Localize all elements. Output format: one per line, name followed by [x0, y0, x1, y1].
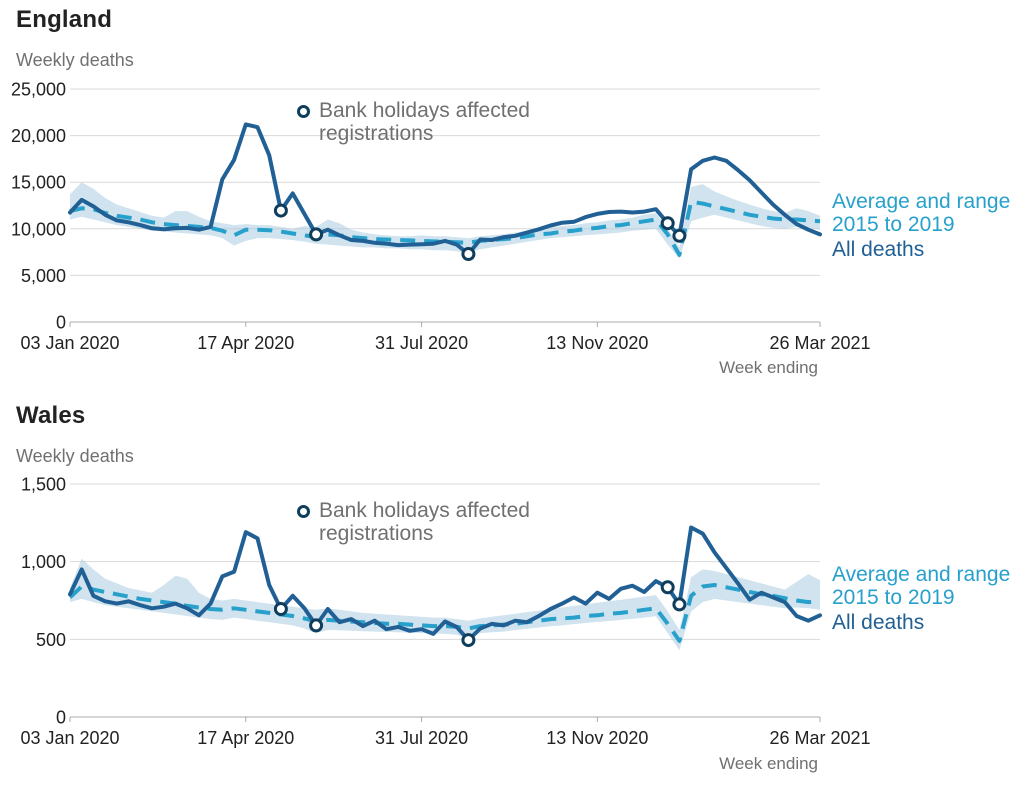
range-band: [70, 558, 820, 651]
bank-holiday-annotation-text: Bank holidays affected registrations: [319, 99, 530, 145]
x-tick-label: 17 Apr 2020: [197, 333, 294, 353]
y-tick-label: 10,000: [11, 219, 66, 239]
y-tick-label: 15,000: [11, 173, 66, 193]
bank-holiday-point: [660, 216, 675, 231]
x-tick-label: 03 Jan 2020: [20, 333, 119, 353]
y-tick-label: 25,000: [11, 80, 66, 100]
bank-holiday-point: [309, 618, 324, 633]
bank-holiday-point: [672, 597, 687, 612]
y-tick-label: 1,500: [21, 475, 66, 495]
england-chart-section: England Weekly deaths 0 5,000 10,000 15,000…: [11, 6, 1011, 377]
bank-holiday-marker-icon: [297, 105, 310, 118]
y-tick-label: 5,000: [21, 266, 66, 286]
x-tick-label: 17 Apr 2020: [197, 728, 294, 748]
x-axis-title: Week ending: [719, 358, 818, 377]
x-tick-label: 31 Jul 2020: [375, 728, 468, 748]
wales-chart-plot: 0 500 1,000 1,500 03 Jan 2020 17 Apr 2020 31 J…: [20, 475, 870, 749]
bank-holiday-point: [273, 602, 288, 616]
bank-holiday-point: [672, 228, 687, 243]
average-line: [68, 583, 821, 643]
bank-holiday-annotation-text: Bank holidays affected registrations: [319, 499, 530, 545]
y-axis-title: Weekly deaths: [16, 446, 134, 466]
x-tick-label: 03 Jan 2020: [20, 728, 119, 748]
legend-average-range-label: Average and range 2015 to 2019: [832, 190, 1011, 236]
y-axis-title: Weekly deaths: [16, 50, 134, 70]
x-tick-label: 13 Nov 2020: [546, 333, 648, 353]
bank-holiday-point: [461, 247, 476, 261]
england-chart-plot: 0 5,000 10,000 15,000 20,000 25,000 03 Jan 202…: [11, 80, 871, 354]
x-tick-label: 26 Mar 2021: [769, 333, 870, 353]
legend-all-deaths-label: All deaths: [832, 238, 925, 261]
legend-average-range-label: Average and range 2015 to 2019: [832, 563, 1011, 609]
y-tick-label: 20,000: [11, 126, 66, 146]
x-tick-label: 26 Mar 2021: [769, 728, 870, 748]
chart-title-england: England: [16, 6, 113, 33]
x-tick-label: 13 Nov 2020: [546, 728, 648, 748]
range-band: [70, 182, 820, 259]
x-axis-title: Week ending: [719, 754, 818, 773]
all-deaths-line: [68, 122, 822, 256]
bank-holiday-point: [273, 203, 288, 218]
bank-holiday-marker-icon: [297, 505, 310, 518]
bank-holiday-point: [309, 227, 324, 242]
wales-chart-section: Wales Weekly deaths 0 500 1,000 1,500 03 Jan…: [0, 396, 1024, 792]
average-line: [69, 199, 821, 257]
bank-holiday-point: [660, 580, 675, 595]
y-tick-label: 1,000: [21, 552, 66, 572]
y-tick-label: 0: [56, 313, 66, 333]
legend-all-deaths-label: All deaths: [832, 611, 925, 634]
chart-title-wales: Wales: [16, 402, 86, 429]
bank-holiday-annotation: Bank holidays affected registrations: [297, 99, 579, 145]
x-tick-label: 31 Jul 2020: [375, 333, 468, 353]
all-deaths-line: [68, 525, 822, 643]
bank-holiday-annotation: Bank holidays affected registrations: [297, 499, 579, 545]
bank-holiday-point: [461, 633, 476, 648]
y-tick-label: 0: [56, 708, 66, 728]
y-tick-label: 500: [36, 630, 66, 650]
